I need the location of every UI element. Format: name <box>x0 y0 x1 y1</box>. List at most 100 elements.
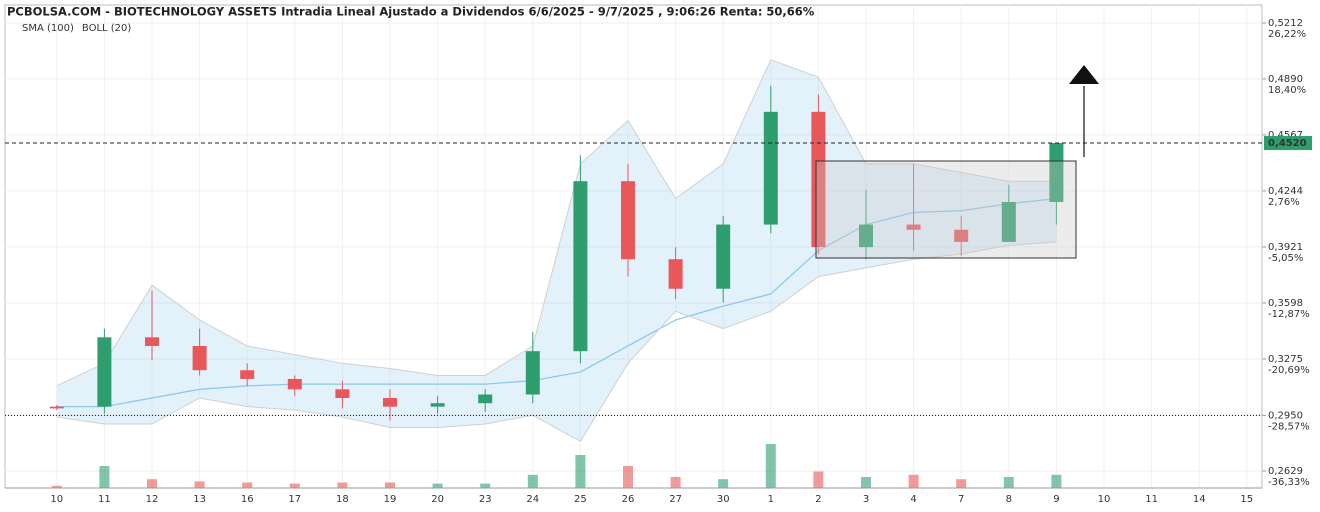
candle-body <box>430 403 445 407</box>
band-lower <box>56 241 1057 443</box>
y-tick-label: 0,2629 <box>1268 466 1303 477</box>
candle-body <box>1001 202 1016 242</box>
volume-bar <box>527 474 538 488</box>
volume-bar <box>51 485 62 488</box>
y-tick-label: 0,3275 <box>1268 354 1303 365</box>
x-tick-label: 2 <box>815 494 821 505</box>
candle-body <box>335 389 350 398</box>
volume-bar <box>813 471 824 488</box>
volume-bar <box>194 481 205 488</box>
x-tick-label: 10 <box>1098 494 1111 505</box>
y-tick-label: 0,3598 <box>1268 298 1303 309</box>
candle-body <box>954 229 969 242</box>
candle-body <box>49 406 64 409</box>
candle-body <box>525 351 540 395</box>
bands <box>56 59 1057 443</box>
x-tick-label: 13 <box>193 494 206 505</box>
x-tick-label: 25 <box>574 494 587 505</box>
x-tick-label: 7 <box>958 494 964 505</box>
legend-entry: BOLL (20) <box>82 23 132 34</box>
y2-tick-label: 18,40% <box>1268 85 1306 96</box>
candle-body <box>478 394 493 404</box>
last-price-label: 0,4520 <box>1268 138 1307 149</box>
volume-bar <box>99 466 110 488</box>
x-tick-label: 11 <box>1145 494 1158 505</box>
x-tick-label: 11 <box>98 494 111 505</box>
volume-bar <box>1051 474 1062 488</box>
x-tick-label: 18 <box>336 494 349 505</box>
y2-tick-label: -5,05% <box>1268 253 1303 264</box>
y2-tick-label: -12,87% <box>1268 309 1310 320</box>
candle-body <box>906 224 921 230</box>
volume-bar <box>908 474 919 488</box>
volume-bar <box>1003 477 1014 488</box>
volume-bar <box>623 466 633 488</box>
volume-bar <box>337 482 348 488</box>
candle-body <box>287 378 302 390</box>
candle-body <box>573 181 588 352</box>
volume-bar <box>956 479 967 488</box>
candle-body <box>763 111 778 225</box>
x-tick-label: 8 <box>1006 494 1012 505</box>
x-tick-label: 16 <box>241 494 254 505</box>
volume-bar <box>432 483 443 488</box>
marks <box>49 85 1064 488</box>
volume-bar <box>147 479 157 488</box>
arrow-head <box>1069 65 1099 84</box>
volume-bar <box>480 483 491 488</box>
y-tick-label: 0,4567 <box>1268 130 1303 141</box>
candle-body <box>383 397 397 407</box>
x-tick-label: 12 <box>146 494 159 505</box>
volume-bar <box>670 477 681 488</box>
x-tick-label: 23 <box>479 494 492 505</box>
y2-tick-label: 26,22% <box>1268 29 1306 40</box>
last-price-tag <box>1264 136 1312 151</box>
x-tick-label: 24 <box>526 494 539 505</box>
legend-entry: SMA (100) <box>22 23 74 34</box>
y-tick-label: 0,4244 <box>1268 186 1303 197</box>
x-tick-label: 15 <box>1240 494 1253 505</box>
y-tick-label: 0,4890 <box>1268 74 1303 85</box>
y-tick-label: 0,5212 <box>1268 18 1303 29</box>
y2-tick-label: -28,57% <box>1268 421 1310 432</box>
candle-body <box>668 259 683 289</box>
volume-bar <box>289 483 300 488</box>
candle-body <box>240 370 255 379</box>
x-tick-label: 14 <box>1193 494 1206 505</box>
volume-bar <box>385 482 395 488</box>
volume-bar <box>575 455 586 488</box>
x-tick-label: 9 <box>1053 494 1059 505</box>
candle-body <box>859 224 873 248</box>
x-tick-label: 26 <box>622 494 635 505</box>
candle-body <box>145 337 159 346</box>
volume-bar <box>242 482 253 488</box>
sma-line <box>56 197 1057 408</box>
candle-body <box>192 345 207 371</box>
y-tick-label: 0,3921 <box>1268 242 1303 253</box>
volume-bar <box>861 477 871 488</box>
candle-body <box>97 337 112 407</box>
x-tick-label: 3 <box>863 494 869 505</box>
candle-body <box>621 181 635 260</box>
candle-body <box>811 111 826 248</box>
x-tick-label: 1 <box>768 494 774 505</box>
candle-body <box>1049 143 1064 203</box>
volume-bar <box>718 479 729 488</box>
x-tick-label: 4 <box>910 494 916 505</box>
y2-tick-label: -20,69% <box>1268 365 1310 376</box>
x-tick-label: 19 <box>384 494 397 505</box>
band-upper <box>56 59 1057 387</box>
range-box <box>815 160 1077 259</box>
y2-tick-label: -36,33% <box>1268 477 1310 488</box>
candle-body <box>716 224 731 289</box>
band-fill <box>56 59 1057 442</box>
x-tick-label: 10 <box>50 494 63 505</box>
y2-tick-label: 2,76% <box>1268 197 1300 208</box>
x-tick-label: 17 <box>288 494 301 505</box>
volume-bar <box>765 444 776 488</box>
x-tick-label: 20 <box>431 494 444 505</box>
x-tick-label: 30 <box>717 494 730 505</box>
x-tick-label: 27 <box>669 494 682 505</box>
y-tick-label: 0,2950 <box>1268 410 1303 421</box>
